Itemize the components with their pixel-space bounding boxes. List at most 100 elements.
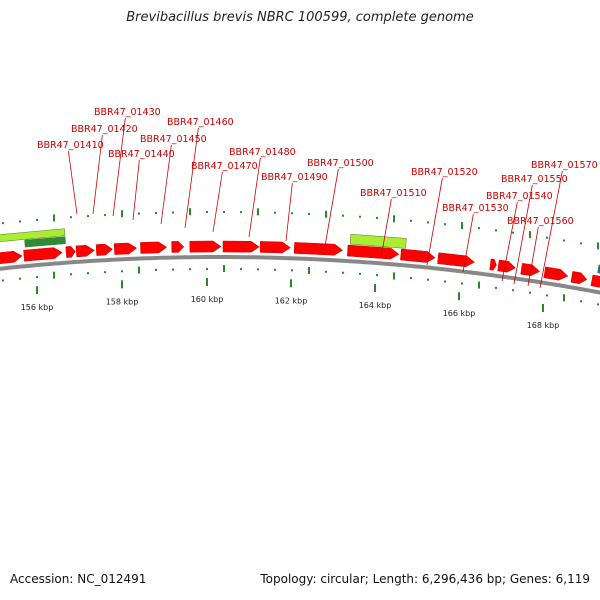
scale-tick — [458, 292, 460, 301]
gene-label[interactable]: BBR47_01540 — [486, 191, 553, 202]
outer-track-dot — [19, 220, 21, 223]
gene-arrow — [347, 244, 400, 260]
gene-label[interactable]: BBR47_01520 — [411, 167, 478, 178]
outer-track-dot — [87, 215, 89, 218]
outer-track-dot — [342, 214, 344, 217]
outer-track-dot — [325, 210, 327, 218]
gene-label[interactable]: BBR47_01460 — [167, 117, 234, 128]
gene-label[interactable]: BBR47_01410 — [37, 140, 104, 151]
gene-label[interactable]: BBR47_01440 — [108, 149, 175, 160]
scale-label: 164 kbp — [359, 301, 392, 310]
scale-tick — [121, 280, 123, 289]
inner-track-dot — [2, 279, 4, 282]
inner-track-dot — [240, 268, 242, 271]
scale-label: 156 kbp — [21, 303, 54, 312]
gene-arrow — [140, 241, 168, 254]
outer-track-dot — [308, 212, 310, 215]
gene-leader-line — [92, 134, 103, 215]
outer-track-dot — [240, 211, 242, 214]
gene-arrow — [75, 245, 95, 258]
gene-leader-line — [184, 127, 199, 229]
outer-track-dot — [138, 212, 140, 215]
scale-label: 162 kbp — [275, 296, 308, 305]
gene-label[interactable]: BBR47_01570 — [531, 160, 598, 171]
gene-arrow — [23, 247, 63, 262]
outer-track-dot — [529, 231, 531, 239]
gene-label[interactable]: BBR47_01530 — [442, 203, 509, 214]
outer-track-dot — [478, 227, 480, 230]
inner-track-dot — [291, 269, 293, 272]
gene-label[interactable]: BBR47_01490 — [261, 172, 328, 183]
inner-track-dot — [53, 271, 55, 279]
gene-arrow — [171, 241, 185, 253]
outer-track-dot — [444, 223, 446, 226]
rna-feature — [349, 233, 407, 249]
gene-leader-line — [527, 226, 539, 287]
inner-track-dot — [393, 272, 395, 280]
scale-label: 166 kbp — [443, 309, 476, 318]
gene-label[interactable]: BBR47_01560 — [507, 216, 574, 227]
inner-track-dot — [19, 277, 21, 280]
gene-label[interactable]: BBR47_01510 — [360, 188, 427, 199]
outer-track-dot — [512, 231, 514, 234]
inner-track-dot — [529, 291, 531, 294]
outer-track-dot — [376, 216, 378, 219]
gene-leader-line — [160, 144, 172, 225]
gene-leader-line — [248, 157, 261, 238]
outer-track-dot — [580, 242, 582, 245]
gene-label[interactable]: BBR47_01420 — [71, 124, 138, 135]
inner-track-dot — [325, 270, 327, 273]
genome-summary-text: Topology: circular; Length: 6,296,436 bp… — [260, 572, 590, 586]
gene-label[interactable]: BBR47_01500 — [307, 158, 374, 169]
gene-label[interactable]: BBR47_01470 — [191, 161, 258, 172]
gene-label[interactable]: BBR47_01480 — [229, 147, 296, 158]
gene-arrow — [95, 243, 113, 256]
outer-track-dot — [393, 215, 395, 223]
gene-label[interactable]: BBR47_01450 — [140, 134, 207, 145]
inner-track-dot — [172, 268, 174, 271]
outer-track-dot — [155, 211, 157, 214]
inner-track-dot — [155, 268, 157, 271]
outer-track-dot — [359, 215, 361, 218]
inner-track-dot — [121, 270, 123, 273]
inner-track-dot — [274, 268, 276, 271]
inner-track-dot — [36, 276, 38, 279]
scale-tick — [542, 303, 544, 312]
gene-leader-line — [112, 117, 126, 217]
gene-arrow — [259, 241, 291, 254]
gene-arrow — [0, 250, 23, 264]
gene-arrow — [570, 271, 588, 284]
gene-arrow — [400, 248, 436, 263]
scale-tick — [374, 283, 376, 292]
inner-track-dot — [189, 268, 191, 271]
gene-arrow — [65, 246, 76, 258]
gene-arrow — [543, 266, 569, 281]
gene-leader-line — [462, 213, 474, 273]
inner-track-dot — [376, 274, 378, 277]
inner-track-dot — [257, 268, 259, 271]
inner-track-dot — [478, 281, 480, 289]
inner-track-dot — [495, 286, 497, 289]
gene-label[interactable]: BBR47_01430 — [94, 107, 161, 118]
gene-leader-line — [380, 198, 392, 259]
gene-arrow — [293, 242, 344, 256]
scale-tick — [206, 278, 208, 287]
outer-track-dot — [53, 214, 55, 222]
outer-track-dot — [291, 212, 293, 215]
rna-feature — [24, 236, 66, 248]
inner-track-dot — [308, 266, 310, 274]
inner-track-dot — [342, 271, 344, 274]
gene-label[interactable]: BBR47_01550 — [501, 174, 568, 185]
gene-leader-line — [539, 170, 563, 289]
outer-track-dot — [189, 208, 191, 216]
inner-track-dot — [512, 289, 514, 292]
inner-track-dot — [597, 303, 599, 306]
rna-feature — [597, 264, 600, 274]
gene-leader-line — [212, 171, 223, 233]
gene-arrow — [520, 263, 541, 276]
gene-arrow — [113, 242, 138, 255]
inner-track-dot — [223, 265, 225, 273]
outer-track-dot — [2, 222, 4, 225]
gene-leader-line — [324, 168, 339, 247]
